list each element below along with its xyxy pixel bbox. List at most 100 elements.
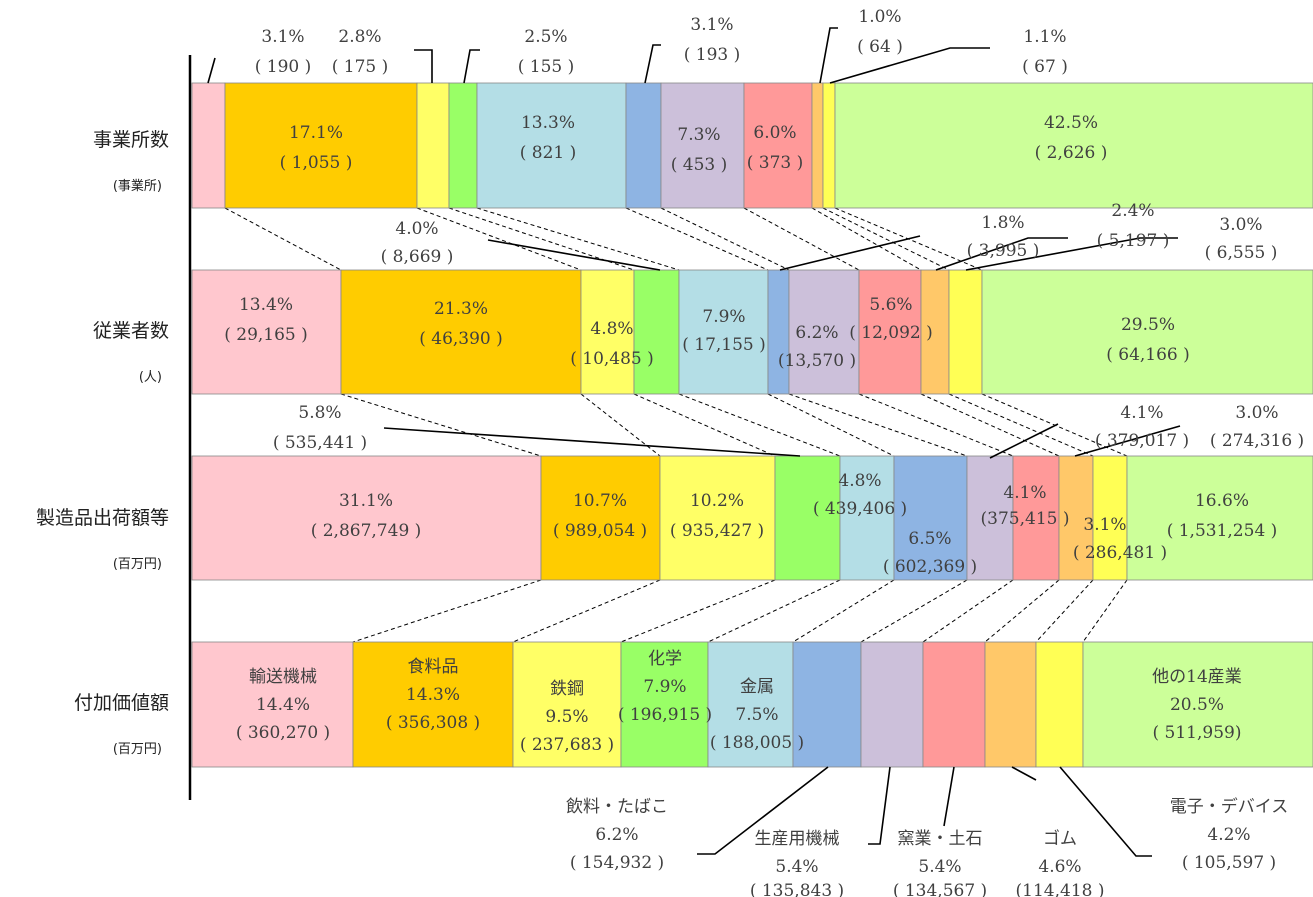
data-label-val: ( 453 ) — [671, 155, 728, 175]
connector-line — [340, 393, 542, 457]
data-label-pct: 29.5% — [1121, 315, 1175, 335]
bar-segment-1-9 — [811, 82, 824, 209]
leader-line — [1059, 766, 1152, 857]
data-label-val: ( 196,915 ) — [618, 705, 712, 725]
data-label-pct: 42.5% — [1044, 113, 1098, 133]
data-label-pct: 7.9% — [702, 307, 745, 327]
bar-segment-3-7 — [966, 455, 1014, 581]
data-label-pct: 3.0% — [1235, 403, 1278, 423]
bar-segment-2-8 — [858, 269, 922, 395]
data-label-pct: 5.4% — [775, 857, 818, 877]
bar-segment-4-9 — [984, 641, 1037, 768]
connector-line — [625, 207, 769, 271]
category-label: 電子・デバイス — [1170, 796, 1289, 817]
leader-line — [935, 237, 1068, 271]
leader-line — [1074, 425, 1181, 457]
bar-segment-1-4 — [448, 82, 478, 209]
bar-segment-4-10 — [1035, 641, 1084, 768]
leader-line — [207, 57, 216, 84]
data-label-val: ( 989,054 ) — [553, 521, 647, 541]
data-label-val: ( 6,555 ) — [1205, 243, 1278, 263]
row-label: 付加価値額 — [74, 692, 169, 714]
data-label-pct: 5.8% — [298, 403, 341, 423]
data-label-val: ( 154,932 ) — [570, 853, 664, 873]
data-label-pct: 9.5% — [545, 707, 588, 727]
data-label-val: ( 511,959) — [1153, 723, 1242, 743]
category-label: ゴム — [1043, 828, 1077, 849]
category-label: 飲料・たばこ — [566, 797, 668, 817]
data-label-val: ( 379,017 ) — [1095, 431, 1189, 451]
data-label-pct: 31.1% — [339, 491, 393, 511]
connector-line — [858, 393, 1014, 457]
row-unit: (百万円) — [113, 742, 162, 757]
connector-line — [788, 393, 968, 457]
data-label-pct: 2.5% — [524, 27, 567, 47]
data-label-pct: 6.2% — [595, 825, 638, 845]
category-label: 鉄鋼 — [550, 679, 584, 699]
data-label-val: ( 64,166 ) — [1106, 345, 1190, 365]
data-label-pct: 4.8% — [590, 319, 633, 339]
data-label-pct: 17.1% — [289, 123, 343, 143]
data-label-pct: 13.4% — [239, 295, 293, 315]
data-label-val: ( 46,390 ) — [419, 329, 503, 349]
data-label-val: ( 105,597 ) — [1182, 853, 1276, 873]
bar-segment-2-4 — [633, 269, 680, 395]
data-label-val: ( 10,485 ) — [570, 349, 654, 369]
data-label-pct: 4.2% — [1207, 825, 1250, 845]
leader-line — [697, 766, 829, 855]
bar-segment-1-3 — [416, 82, 450, 209]
data-label-val: ( 1,055 ) — [280, 153, 353, 173]
bar-segment-3-9 — [1058, 455, 1094, 581]
leader-line — [1011, 766, 1037, 781]
data-label-val: ( 155 ) — [518, 57, 575, 77]
data-label-val: ( 12,092 ) — [849, 323, 933, 343]
data-label-val: ( 2,626 ) — [1035, 143, 1108, 163]
connector-line — [1082, 579, 1128, 643]
category-label: 窯業・土石 — [898, 829, 983, 849]
row-label: 事業所数 — [93, 129, 169, 151]
leader-line — [868, 766, 891, 845]
bar-segment-3-3 — [659, 455, 776, 581]
data-label-val: ( 134,567 ) — [893, 881, 987, 897]
connector-line — [743, 207, 860, 271]
data-label-pct: 7.3% — [677, 125, 720, 145]
leader-layer — [207, 27, 1181, 857]
bar-segment-3-2 — [540, 455, 661, 581]
data-label-val: ( 439,406 ) — [813, 499, 907, 519]
bar-segment-3-5 — [839, 455, 895, 581]
data-label-val: ( 356,308 ) — [386, 713, 480, 733]
label-layer: 事業所数 (事業所) 従業者数 (人) 製造品出荷額等 (百万円) 付加価値額 (百万円) 17… — [36, 7, 1304, 897]
data-label-val: ( 193 ) — [684, 45, 741, 65]
data-label-pct: 14.3% — [406, 685, 460, 705]
category-label: 輸送機械 — [249, 667, 317, 687]
data-label-pct: 20.5% — [1170, 695, 1224, 715]
data-label-pct: 10.2% — [690, 491, 744, 511]
data-label-val: (114,418 ) — [1016, 881, 1105, 897]
data-label-val: (13,570 ) — [778, 351, 856, 371]
data-label-val: ( 3,995 ) — [967, 241, 1040, 261]
category-label: 化学 — [648, 649, 682, 669]
bar-segment-4-7 — [860, 641, 924, 768]
leader-line — [965, 237, 1178, 271]
data-label-val: ( 188,005 ) — [710, 733, 804, 753]
connector-line — [620, 579, 776, 643]
leader-line — [414, 49, 433, 83]
data-label-val: ( 17,155 ) — [682, 335, 766, 355]
connector-line — [1035, 579, 1094, 643]
data-label-pct: 2.4% — [1111, 201, 1154, 221]
row-unit: (百万円) — [113, 557, 162, 572]
leader-line — [829, 47, 990, 84]
connector-line — [860, 579, 968, 643]
row-unit: (事業所) — [113, 178, 162, 194]
bar-segment-2-1 — [191, 269, 342, 395]
connector-line — [792, 579, 895, 643]
bar-segment-1-11 — [834, 82, 1313, 209]
bar-segment-1-8 — [743, 82, 813, 209]
data-label-val: ( 821 ) — [520, 143, 577, 163]
bar-segment-4-4 — [620, 641, 709, 768]
data-label-pct: 5.4% — [918, 857, 961, 877]
bar-segment-2-2 — [340, 269, 582, 395]
connector-layer — [224, 207, 1128, 643]
connector-line — [580, 393, 661, 457]
